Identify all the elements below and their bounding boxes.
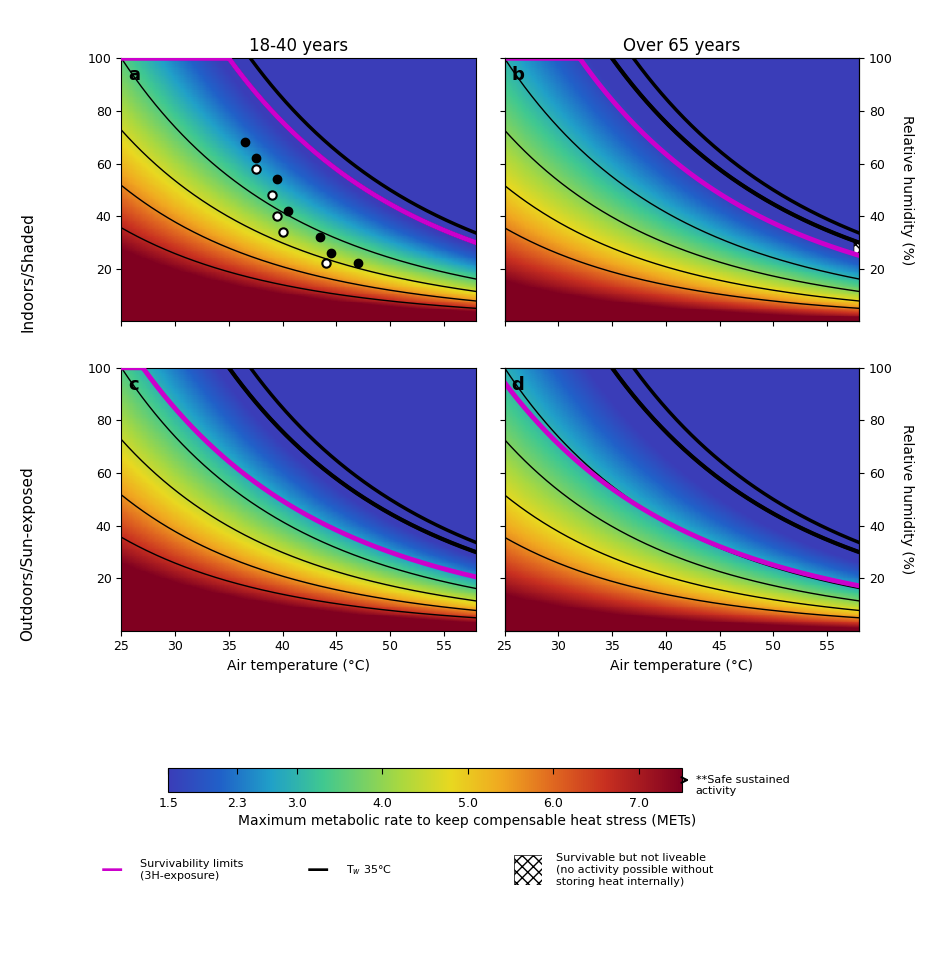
Polygon shape: [230, 59, 476, 243]
Text: b: b: [512, 66, 525, 85]
X-axis label: Air temperature (°C): Air temperature (°C): [227, 659, 370, 673]
Y-axis label: Relative humidity (%): Relative humidity (%): [899, 115, 913, 265]
Y-axis label: Relative humidity (%): Relative humidity (%): [899, 424, 913, 574]
Text: c: c: [129, 376, 139, 394]
Text: Survivability limits
(3H-exposure): Survivability limits (3H-exposure): [140, 859, 244, 881]
Text: —: —: [306, 860, 329, 880]
Text: a: a: [129, 66, 140, 85]
Text: —: —: [101, 860, 123, 880]
Text: Outdoors/Sun-exposed: Outdoors/Sun-exposed: [21, 467, 35, 642]
Text: d: d: [512, 376, 524, 394]
Polygon shape: [854, 241, 859, 256]
X-axis label: Air temperature (°C): Air temperature (°C): [611, 659, 754, 673]
Text: Maximum metabolic rate to keep compensable heat stress (METs): Maximum metabolic rate to keep compensab…: [238, 815, 696, 828]
Title: 18-40 years: 18-40 years: [249, 37, 348, 55]
Text: **Safe sustained
activity: **Safe sustained activity: [696, 775, 789, 796]
Text: Indoors/Shaded: Indoors/Shaded: [21, 212, 35, 332]
Text: T$_w$ 35°C: T$_w$ 35°C: [346, 863, 391, 877]
Title: Over 65 years: Over 65 years: [623, 37, 741, 55]
Text: Survivable but not liveable
(no activity possible without
storing heat internall: Survivable but not liveable (no activity…: [556, 853, 713, 886]
